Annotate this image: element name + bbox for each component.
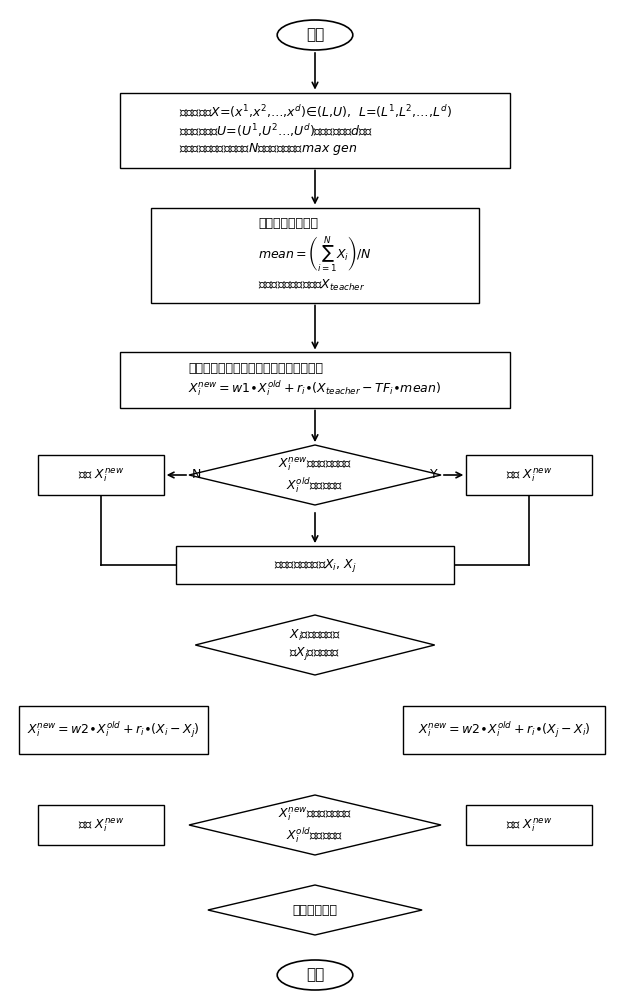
Text: $X_i^{new}$的适应值是否比
$X_i^{old}$的适应值好: $X_i^{new}$的适应值是否比 $X_i^{old}$的适应值好 (278, 455, 352, 495)
Polygon shape (208, 885, 422, 935)
Text: 拒绝 $X_i^{new}$: 拒绝 $X_i^{new}$ (77, 816, 124, 834)
FancyBboxPatch shape (151, 208, 479, 302)
FancyBboxPatch shape (38, 805, 164, 845)
Polygon shape (189, 445, 441, 505)
Polygon shape (189, 795, 441, 855)
Ellipse shape (277, 960, 353, 990)
Polygon shape (195, 615, 435, 675)
FancyBboxPatch shape (120, 93, 510, 167)
Text: 计算学员的平均值
$mean=\left(\sum_{i=1}^{N}X_i\right)/N$
选择最好个体作为老师$X_{teacher}$: 计算学员的平均值 $mean=\left(\sum_{i=1}^{N}X_i\r… (258, 217, 372, 293)
Text: 接受 $X_i^{new}$: 接受 $X_i^{new}$ (506, 466, 553, 484)
Text: 初始化学员$X$=($x^1$,$x^2$,…,$x^d$)∈($L$,$U$),  $L$=($L^1$,$L^2$,…,$L^d$)
是空间下界，$U$=(: 初始化学员$X$=($x^1$,$x^2$,…,$x^d$)∈($L$,$U$)… (178, 103, 452, 157)
Text: 根据学员与个体平均水平的差异进行学习
$X_i^{new}=w1{\bullet}X_i^{old}+r_i{\bullet}(X_{teacher}-TF_i: 根据学员与个体平均水平的差异进行学习 $X_i^{new}=w1{\bullet… (188, 362, 442, 398)
Text: 接受 $X_i^{new}$: 接受 $X_i^{new}$ (506, 816, 553, 834)
Text: $X_i$的适应值是否
比$X_j$的适应值好: $X_i$的适应值是否 比$X_j$的适应值好 (289, 628, 341, 662)
FancyBboxPatch shape (403, 706, 605, 754)
Text: 开始: 开始 (306, 27, 324, 42)
FancyBboxPatch shape (466, 455, 592, 495)
Text: 拒绝 $X_i^{new}$: 拒绝 $X_i^{new}$ (77, 466, 124, 484)
FancyBboxPatch shape (120, 352, 510, 408)
FancyBboxPatch shape (466, 805, 592, 845)
Text: $X_i^{new}=w2{\bullet}X_i^{old}+r_i{\bullet}(X_i-X_j)$: $X_i^{new}=w2{\bullet}X_i^{old}+r_i{\bul… (27, 720, 200, 740)
FancyBboxPatch shape (176, 546, 454, 584)
Text: $X_i^{new}=w2{\bullet}X_i^{old}+r_i{\bullet}(X_j-X_i)$: $X_i^{new}=w2{\bullet}X_i^{old}+r_i{\bul… (418, 720, 590, 740)
FancyBboxPatch shape (19, 706, 208, 754)
Text: 结束: 结束 (306, 968, 324, 982)
Text: 在学员中随机选择$X_i$, $X_j$: 在学员中随机选择$X_i$, $X_j$ (273, 556, 357, 574)
Text: Y: Y (430, 468, 438, 482)
Text: $X_i^{new}$的适应值是否比
$X_i^{old}$的适应值好: $X_i^{new}$的适应值是否比 $X_i^{old}$的适应值好 (278, 805, 352, 845)
Ellipse shape (277, 20, 353, 50)
FancyBboxPatch shape (38, 455, 164, 495)
Text: 满足迭代次数: 满足迭代次数 (292, 904, 338, 916)
Text: N: N (192, 468, 202, 482)
